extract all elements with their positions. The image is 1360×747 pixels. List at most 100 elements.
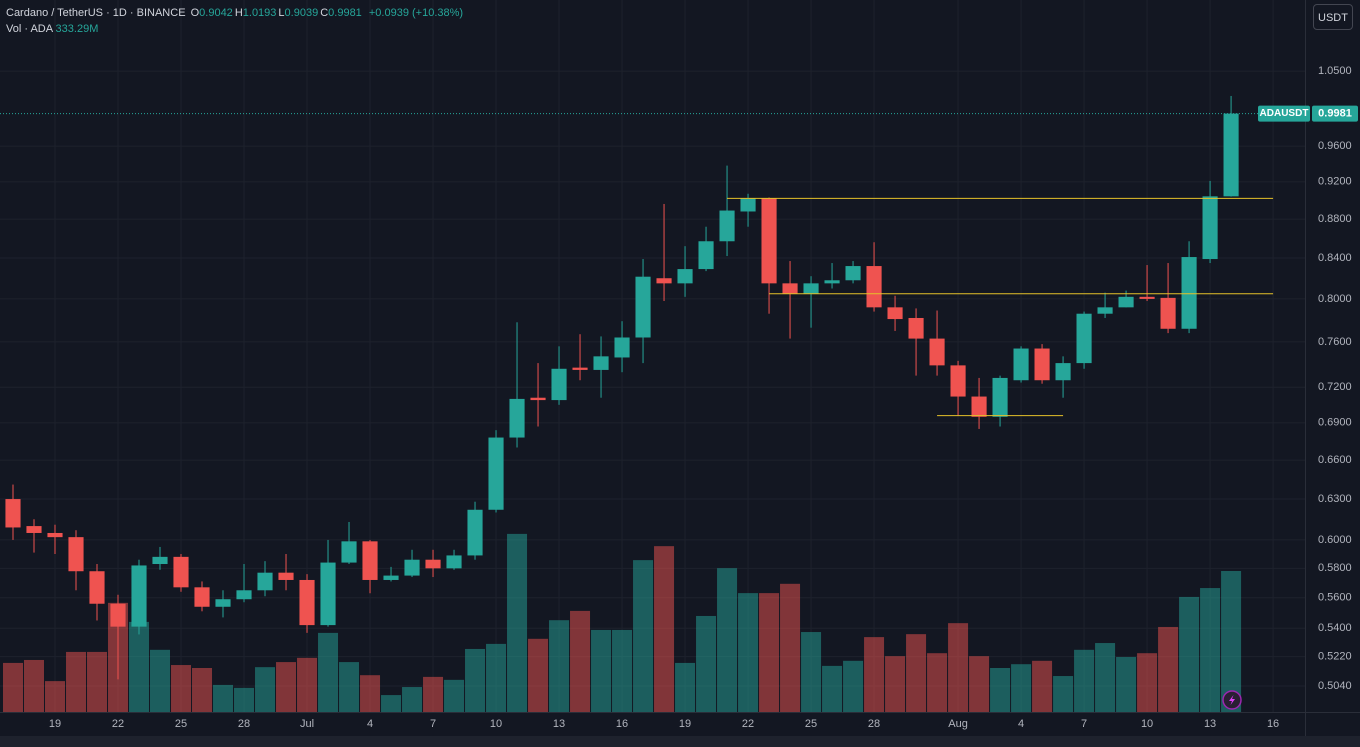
ohlc-label: H (234, 7, 243, 19)
alert-icon (1222, 690, 1242, 710)
candle-body (782, 283, 798, 294)
volume-bar (507, 533, 528, 712)
candle-body (152, 556, 168, 565)
y-tick-label: 0.5800 (1318, 562, 1352, 574)
candle-body (845, 266, 861, 281)
candle-body (509, 398, 525, 438)
candle-body (110, 603, 126, 627)
volume-bar (297, 657, 318, 712)
candle-body (971, 396, 987, 417)
volume-bar (528, 638, 549, 712)
candle-body (1076, 313, 1092, 364)
y-tick-label: 0.5600 (1318, 592, 1352, 604)
candle-body (614, 337, 630, 358)
y-tick-label: 0.7600 (1318, 336, 1352, 348)
candle-body (593, 356, 609, 370)
volume-bar (864, 637, 885, 712)
x-tick-label: 19 (679, 718, 691, 730)
candle-body (236, 590, 252, 600)
candle-body (1034, 348, 1050, 381)
volume-bar (654, 546, 675, 712)
y-tick-label: 0.7200 (1318, 381, 1352, 393)
symbol: Cardano / TetherUS · 1D · BINANCE (6, 7, 186, 19)
candle-body (404, 559, 420, 576)
volume-bar (171, 665, 192, 712)
last-price-tag: 0.9981 (1318, 107, 1352, 119)
candle-body (194, 587, 210, 607)
volume-bar (780, 583, 801, 712)
legend-header: Cardano / TetherUS · 1D · BINANCE O0.904… (6, 7, 465, 19)
candle-body (5, 499, 21, 528)
candle-body (467, 509, 483, 556)
currency-button[interactable]: USDT (1313, 4, 1353, 30)
candle-body (572, 367, 588, 370)
candle-body (89, 571, 105, 604)
candle-body (887, 307, 903, 320)
ohlc-label: C (320, 7, 329, 19)
candle-body (131, 565, 147, 627)
y-tick-label: 0.6900 (1318, 417, 1352, 429)
candle-body (677, 269, 693, 284)
candle-body (1013, 348, 1029, 381)
volume-bar (633, 560, 654, 712)
candle-body (215, 599, 231, 607)
x-tick-label: 16 (616, 718, 628, 730)
symbol-tag: ADAUSDT (1260, 108, 1309, 119)
volume-bar (717, 568, 738, 712)
volume-bar (66, 651, 87, 712)
y-tick-label: 0.6000 (1318, 534, 1352, 546)
volume-bar (906, 634, 927, 712)
candle-body (320, 562, 336, 626)
volume-bar (822, 665, 843, 712)
ohlc-value: 0.9981 (328, 7, 362, 19)
candle-body (1202, 196, 1218, 260)
candle-body (362, 541, 378, 580)
x-tick-label: Aug (948, 718, 968, 730)
y-tick-label: 0.8000 (1318, 293, 1352, 305)
volume-bar (675, 662, 696, 712)
volume-bar (2, 662, 24, 712)
candle-body (866, 266, 882, 308)
volume-bar (1179, 596, 1200, 712)
candle-body (908, 317, 924, 339)
volume-bar (213, 684, 234, 712)
volume-bar (129, 621, 150, 712)
volume-bar (339, 662, 360, 712)
volume-bar (696, 615, 717, 712)
volume-bar (885, 656, 906, 712)
volume-bar (843, 660, 864, 712)
volume-bar (1053, 676, 1074, 712)
volume-bar (1137, 653, 1158, 712)
candle-body (341, 541, 357, 563)
x-tick-label: 28 (238, 718, 250, 730)
volume-bar (192, 668, 213, 712)
volume-bar (465, 648, 486, 712)
bottom-bar (0, 736, 1360, 747)
ohlc-value: 1.0193 (242, 7, 277, 19)
candle-body (488, 437, 504, 510)
volume-bar (1074, 649, 1095, 712)
volume-bar (738, 593, 759, 712)
volume-bar (1095, 643, 1116, 712)
volume-value: 333.29M (55, 23, 99, 35)
x-tick-label: 10 (1141, 718, 1153, 730)
volume-bar (423, 676, 444, 712)
volume-bar (381, 695, 402, 712)
x-tick-label: 22 (112, 718, 124, 730)
candle-body (1139, 296, 1155, 299)
volume-bar (486, 643, 507, 712)
candle-body (47, 532, 63, 538)
symbol-tag-bg (1258, 105, 1310, 122)
x-tick-label: 13 (553, 718, 565, 730)
change: +0.0939 (+10.38%) (368, 7, 464, 19)
x-tick-label: 10 (490, 718, 502, 730)
volume-bar (801, 632, 822, 712)
candle-body (1181, 257, 1197, 329)
volume-bar (402, 687, 423, 712)
x-tick-label: 25 (175, 718, 187, 730)
candle-body (530, 397, 546, 401)
volume-bar (1221, 571, 1242, 712)
volume-bar (1032, 660, 1053, 712)
y-tick-label: 1.0500 (1318, 65, 1352, 77)
